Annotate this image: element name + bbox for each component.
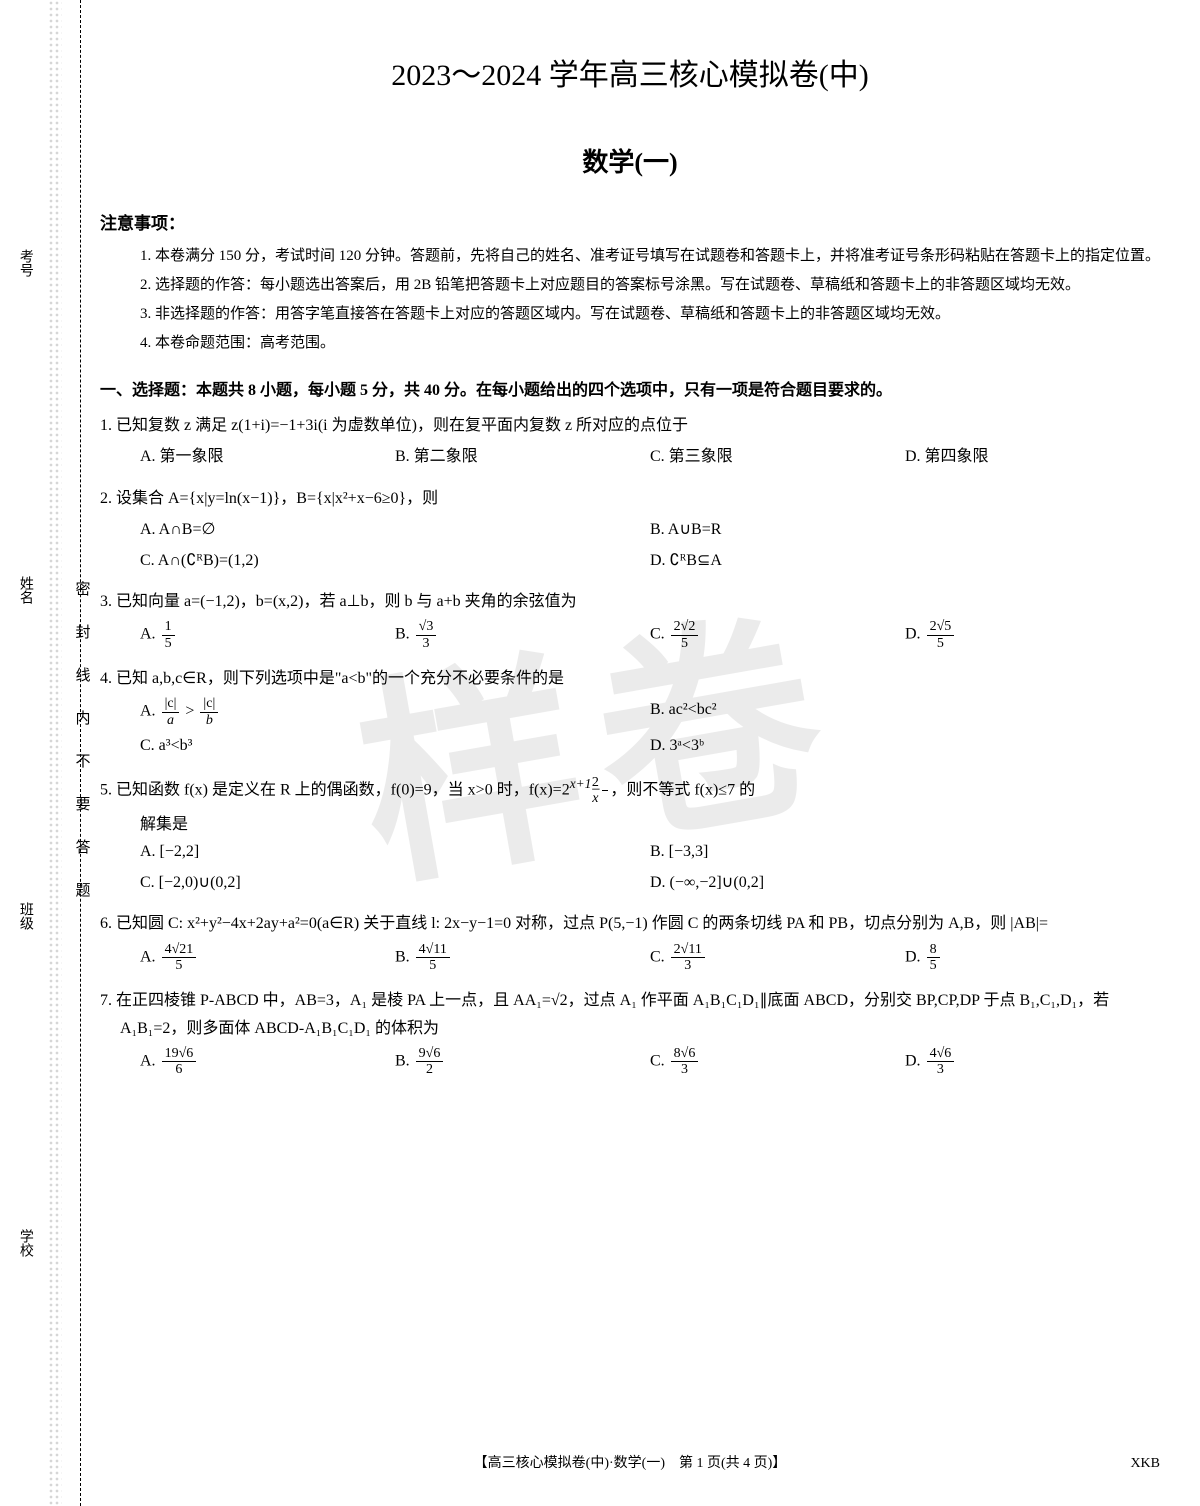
side-label: 班级 [13,902,37,930]
option-d: D. 85 [905,942,1160,974]
option-a: A. A∩B=∅ [140,516,650,543]
option-a: A. [−2,2] [140,838,650,865]
q-stem-p1: 已知函数 f(x) 是定义在 R 上的偶函数，f(0)=9，当 x>0 时，f(… [116,782,570,799]
side-label-column: 考号 姓名 班级 学校 [10,0,40,1506]
side-label: 学校 [13,1229,37,1257]
notice-item: 2. 选择题的作答：每小题选出答案后，用 2B 铅笔把答题卡上对应题目的答案标号… [140,272,1160,299]
option-a: A. |c|a > |c|b [140,696,650,728]
option-a: A. 第一象限 [140,443,395,470]
side-label: 姓名 [13,576,37,604]
question-6: 6. 已知圆 C: x²+y²−4x+2ay+a²=0(a∈R) 关于直线 l:… [100,910,1160,977]
question-7: 7. 在正四棱锥 P-ABCD 中，AB=3，A₁ 是棱 PA 上一点，且 AA… [100,987,1160,1081]
option-d: D. 4√63 [905,1046,1160,1078]
q-stem: 已知圆 C: x²+y²−4x+2ay+a²=0(a∈R) 关于直线 l: 2x… [116,915,1048,932]
binding-strip [48,0,62,1506]
q-stem: 已知复数 z 满足 z(1+i)=−1+3i(i 为虚数单位)，则在复平面内复数… [116,417,688,434]
option-d: D. 2√55 [905,619,1160,651]
sub-title: 数学(一) [100,141,1160,185]
notice-list: 1. 本卷满分 150 分，考试时间 120 分钟。答题前，先将自己的姓名、准考… [100,243,1160,357]
page-content: 2023～2024 学年高三核心模拟卷(中) 数学(一) 注意事项： 1. 本卷… [100,40,1160,1476]
q-num: 5. [100,782,112,799]
notice-item: 4. 本卷命题范围：高考范围。 [140,330,1160,357]
option-b: B. 第二象限 [395,443,650,470]
q-stem: 已知 a,b,c∈R，则下列选项中是"a<b"的一个充分不必要条件的是 [116,670,564,687]
q-stem-line2: 解集是 [120,811,1160,838]
option-b: B. 9√62 [395,1046,650,1078]
q-num: 2. [100,490,112,507]
option-d: D. 第四象限 [905,443,1160,470]
question-2: 2. 设集合 A={x|y=ln(x−1)}，B={x|x²+x−6≥0}，则 … [100,485,1160,579]
q-stem: 在正四棱锥 P-ABCD 中，AB=3，A₁ 是棱 PA 上一点，且 AA₁=√… [116,992,1109,1036]
q-num: 3. [100,593,112,610]
option-a: A. 15 [140,619,395,651]
option-a: A. 4√215 [140,942,395,974]
option-d: D. 3ᵃ<3ᵇ [650,732,1160,759]
q-stem: 设集合 A={x|y=ln(x−1)}，B={x|x²+x−6≥0}，则 [116,490,438,507]
option-a: A. 19√66 [140,1046,395,1078]
option-c: C. 2√25 [650,619,905,651]
option-b: B. ac²<bc² [650,696,1160,728]
question-1: 1. 已知复数 z 满足 z(1+i)=−1+3i(i 为虚数单位)，则在复平面… [100,412,1160,474]
notice-item: 1. 本卷满分 150 分，考试时间 120 分钟。答题前，先将自己的姓名、准考… [140,243,1160,270]
q-stem: 已知向量 a=(−1,2)，b=(x,2)，若 a⊥b，则 b 与 a+b 夹角… [116,593,577,610]
q-exp: x+1 [570,776,592,791]
option-c: C. 2√113 [650,942,905,974]
q-num: 1. [100,417,112,434]
option-c: C. A∩(∁ᴿB)=(1,2) [140,547,650,574]
question-3: 3. 已知向量 a=(−1,2)，b=(x,2)，若 a⊥b，则 b 与 a+b… [100,588,1160,655]
option-d: D. ∁ᴿB⊆A [650,547,1160,574]
option-c: C. [−2,0)∪(0,2] [140,869,650,896]
main-title: 2023～2024 学年高三核心模拟卷(中) [100,50,1160,101]
option-d: D. (−∞,−2]∪(0,2] [650,869,1160,896]
side-label: 考号 [13,249,37,277]
notice-title: 注意事项： [100,210,1160,239]
option-b: B. √33 [395,619,650,651]
seal-line-text: 密封线内不要答题 [68,453,94,1053]
q-num: 7. [100,992,112,1009]
q-num: 4. [100,670,112,687]
footer-code: XKB [1130,1452,1160,1476]
option-c: C. 第三象限 [650,443,905,470]
option-c: C. a³<b³ [140,732,650,759]
option-b: B. A∪B=R [650,516,1160,543]
option-b: B. 4√115 [395,942,650,974]
question-4: 4. 已知 a,b,c∈R，则下列选项中是"a<b"的一个充分不必要条件的是 A… [100,665,1160,763]
option-b: B. [−3,3] [650,838,1160,865]
question-5: 5. 已知函数 f(x) 是定义在 R 上的偶函数，f(0)=9，当 x>0 时… [100,773,1160,900]
section-1-title: 一、选择题：本题共 8 小题，每小题 5 分，共 40 分。在每小题给出的四个选… [100,377,1160,404]
q-num: 6. [100,915,112,932]
notice-item: 3. 非选择题的作答：用答字笔直接答在答题卡上对应的答题区域内。写在试题卷、草稿… [140,301,1160,328]
option-c: C. 8√63 [650,1046,905,1078]
page-footer: 【高三核心模拟卷(中)·数学(一) 第 1 页(共 4 页)】 [100,1452,1160,1476]
